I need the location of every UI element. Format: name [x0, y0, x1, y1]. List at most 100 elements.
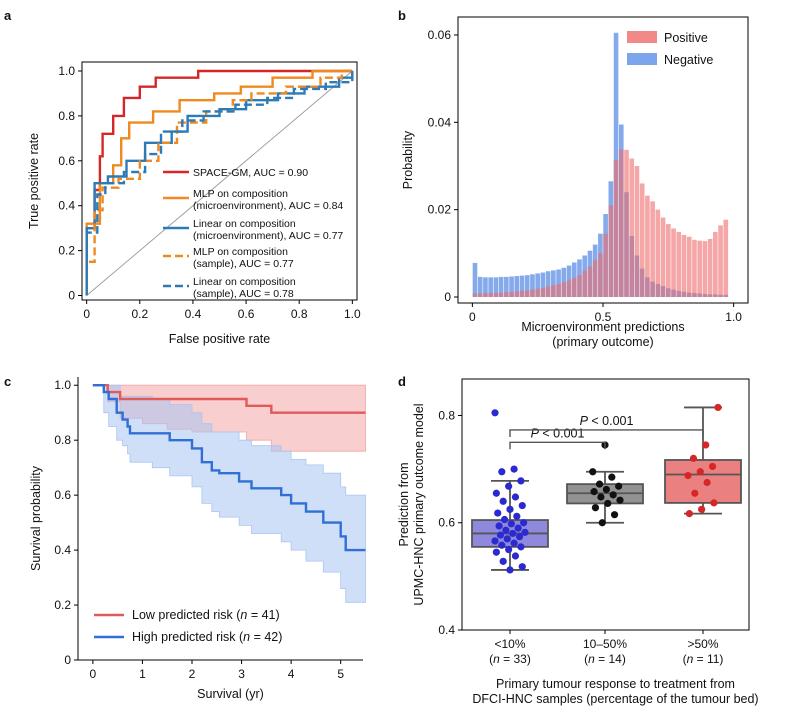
x-tick-label: >50% [687, 637, 718, 651]
x-tick-label: 10–50% [583, 637, 627, 651]
hist-bar [556, 283, 561, 297]
hist-bar [613, 160, 619, 297]
x-tick-label: 0.8 [291, 307, 308, 321]
x-tick-label: 0 [83, 307, 90, 321]
y-tick-label: 0.02 [428, 203, 452, 217]
data-point [513, 512, 521, 520]
y-tick-label: 0.2 [54, 598, 71, 612]
hist-bar [498, 292, 504, 297]
x-tick-label: 1.0 [725, 310, 742, 324]
hist-bar [707, 238, 713, 297]
hist-bar [655, 209, 661, 297]
data-point [521, 528, 529, 536]
hist-bar [551, 285, 556, 297]
hist-bar [540, 272, 546, 297]
hist-bar [488, 293, 493, 297]
data-point [698, 505, 706, 513]
data-point [708, 462, 717, 471]
y-tick-label: 0 [444, 290, 451, 304]
x-tick-label: 0.2 [131, 307, 148, 321]
legend-label: SPACE-GM, AUC = 0.90 [193, 167, 308, 179]
hist-bar [483, 293, 488, 297]
data-point [502, 526, 510, 534]
data-point [616, 496, 624, 504]
hist-bar [524, 290, 530, 297]
x-tick-label: 0.5 [595, 310, 612, 324]
data-point [604, 499, 612, 508]
hist-bar [676, 231, 682, 297]
data-point [511, 493, 520, 501]
y-tick-label: 0 [64, 653, 71, 667]
legend-label: Linear on composition (sample), AUC = 0.7… [193, 276, 296, 300]
y-tick-label: 0.4 [54, 543, 71, 557]
hist-bar [561, 282, 567, 297]
data-point [492, 489, 500, 497]
hist-bar [540, 287, 546, 297]
hist-bar [504, 292, 509, 297]
data-point [507, 520, 515, 528]
hist-bar [472, 293, 478, 297]
hist-bar [660, 217, 666, 297]
y-tick-label: 0.8 [438, 408, 455, 422]
data-point [609, 491, 617, 499]
legend-label: Negative [664, 53, 713, 67]
data-point [591, 504, 600, 512]
hist-bar [477, 276, 483, 297]
data-point [595, 480, 604, 488]
y-axis-label: Survival probability [29, 465, 43, 571]
y-tick-label: 0.2 [58, 244, 75, 258]
data-point [498, 468, 506, 476]
y-axis-label: True positive rate [27, 133, 41, 229]
hist-bar [545, 271, 551, 297]
hist-bar [618, 149, 624, 297]
hist-bar [697, 240, 702, 297]
data-point [494, 509, 502, 517]
y-tick-label: 1.0 [58, 64, 75, 78]
box-iqr [664, 459, 742, 504]
y-tick-label: 0.6 [438, 516, 455, 530]
data-point [491, 409, 499, 417]
roc-curve [85, 69, 353, 296]
x-tick-label: 3 [238, 667, 245, 681]
hist-bar [566, 280, 572, 297]
hist-bar [592, 259, 598, 297]
data-point [689, 454, 698, 462]
hist-bar [472, 262, 478, 297]
hist-bar [650, 201, 655, 297]
significance-label: P < 0.001 [580, 414, 634, 428]
data-point [498, 541, 506, 549]
hist-bar [493, 277, 499, 297]
panel-letter-d: d [398, 374, 406, 389]
data-point [517, 477, 525, 485]
y-tick-label: 1.0 [54, 378, 71, 392]
histogram-chart: 0 0.02 0.04 0.06 0 0.5 1.0 Microenvironment pre… [401, 16, 749, 349]
x-tick-label: 4 [288, 667, 295, 681]
data-point [703, 478, 711, 487]
data-point [691, 489, 699, 497]
data-point [510, 539, 518, 547]
hist-bar [524, 275, 530, 297]
panel-letter-b: b [398, 8, 406, 23]
data-point [506, 566, 514, 574]
legend-label: Low predicted risk (n = 41) [132, 608, 280, 622]
legend-label: MLP on composition (sample), AUC = 0.77 [193, 246, 294, 270]
hist-bar [519, 275, 525, 297]
y-axis-label: Prediction fromUPMC-HNC primary outcome … [397, 403, 426, 605]
hist-bar [493, 292, 499, 297]
hist-bar [629, 158, 635, 297]
hist-bar [639, 183, 645, 297]
data-point [503, 535, 511, 543]
y-tick-label: 0.8 [54, 433, 71, 447]
x-axis-label: False positive rate [169, 332, 270, 346]
survival-chart: 0 0.2 0.4 0.6 0.8 1.0 0 1 2 3 4 5 Survival (yr) Survi… [29, 377, 366, 701]
hist-bar [702, 241, 708, 297]
panel-letter-a: a [4, 8, 12, 23]
data-point [509, 529, 517, 538]
hist-bar [645, 195, 650, 297]
x-tick-n-label: (n = 11) [683, 652, 724, 666]
chance-diagonal [86, 70, 353, 296]
hist-bar [504, 276, 509, 297]
hist-bar [551, 270, 556, 297]
y-tick-label: 0.6 [58, 154, 75, 168]
